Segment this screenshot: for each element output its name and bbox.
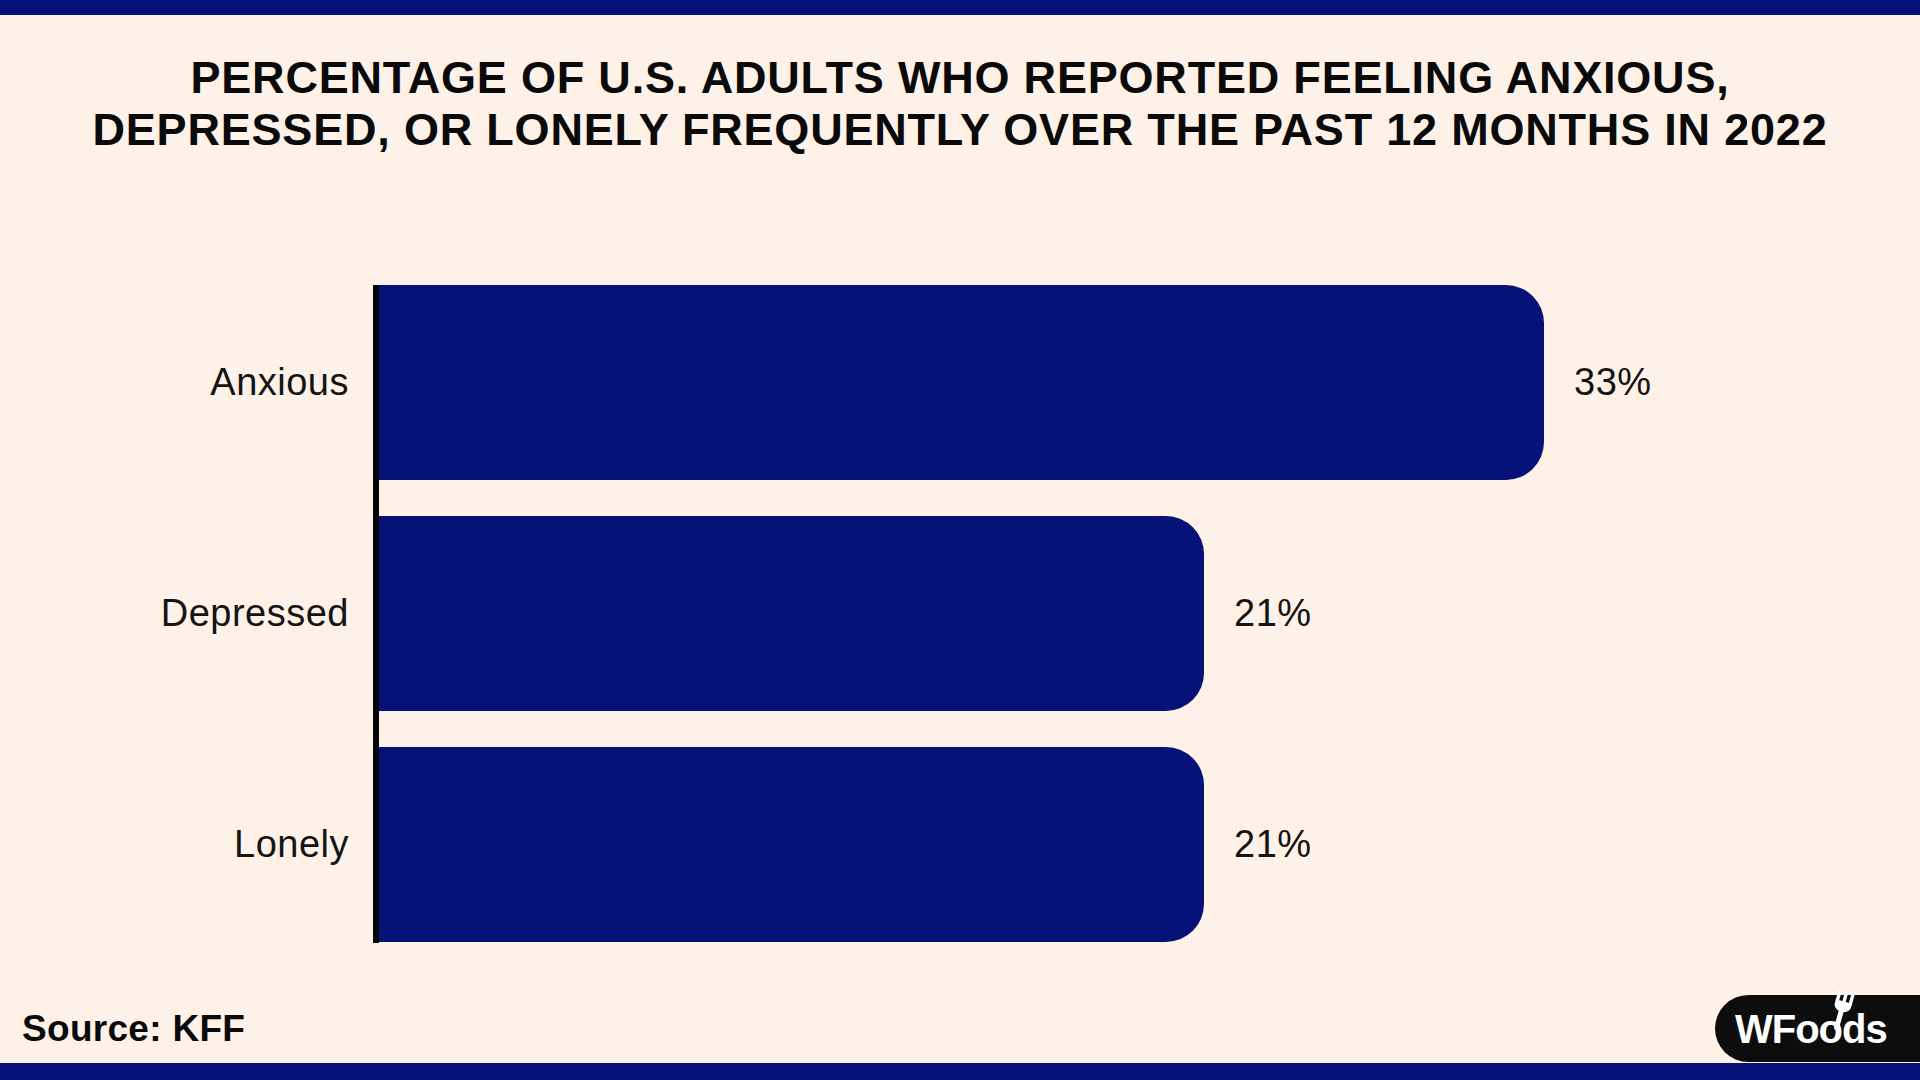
bar-row-lonely: Lonely 21% <box>0 747 1920 942</box>
brand-name: WFoods <box>1735 1009 1887 1049</box>
bar-row-depressed: Depressed 21% <box>0 516 1920 711</box>
bar-row-anxious: Anxious 33% <box>0 285 1920 480</box>
bar-area: 33% <box>379 285 1920 480</box>
bar-area: 21% <box>379 747 1920 942</box>
bar-lonely <box>379 747 1204 942</box>
category-label-lonely: Lonely <box>0 747 349 942</box>
value-label-lonely: 21% <box>1234 823 1312 866</box>
value-label-depressed: 21% <box>1234 592 1312 635</box>
brand-logo: WFoods <box>1715 995 1920 1062</box>
value-label-anxious: 33% <box>1574 361 1652 404</box>
source-caption: Source: KFF <box>22 1008 245 1050</box>
bar-depressed <box>379 516 1204 711</box>
bar-anxious <box>379 285 1544 480</box>
infographic-canvas: PERCENTAGE OF U.S. ADULTS WHO REPORTED F… <box>0 0 1920 1080</box>
bar-chart: Anxious 33% Depressed 21% Lonely 21% <box>0 0 1920 1080</box>
category-label-anxious: Anxious <box>0 285 349 480</box>
bottom-border-strip <box>0 1063 1920 1080</box>
category-label-depressed: Depressed <box>0 516 349 711</box>
bar-area: 21% <box>379 516 1920 711</box>
